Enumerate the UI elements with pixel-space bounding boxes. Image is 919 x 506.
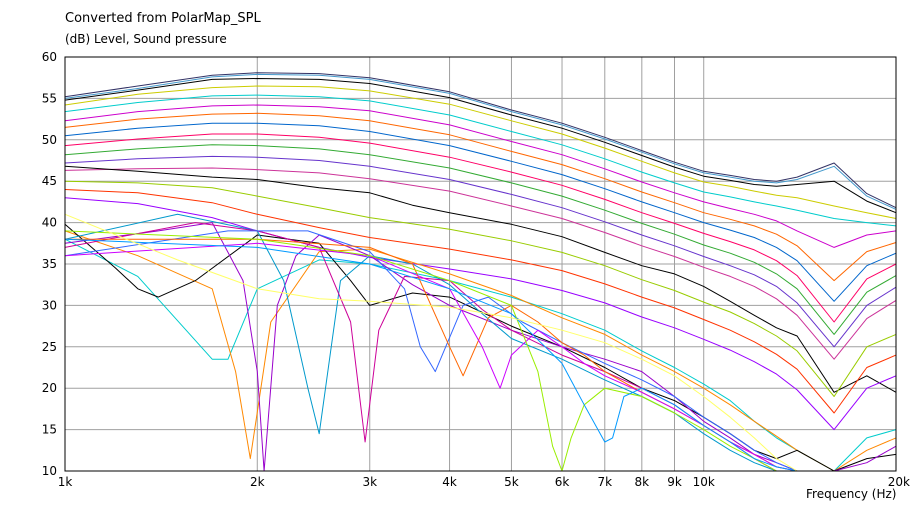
series-line-3 xyxy=(64,78,897,214)
series-line-18 xyxy=(64,230,897,472)
y-tick-label: 15 xyxy=(42,423,57,437)
plot-border xyxy=(64,56,897,472)
y-tick-label: 60 xyxy=(42,50,57,64)
series-line-15 xyxy=(64,189,897,414)
series-line-19 xyxy=(64,223,897,472)
series-line-5 xyxy=(64,94,897,227)
y-tick-label: 50 xyxy=(42,133,57,147)
y-tick-label: 25 xyxy=(42,340,57,354)
x-tick-label: 20k xyxy=(888,475,910,489)
x-tick-label: 2k xyxy=(250,475,265,489)
series-line-7 xyxy=(64,112,897,282)
x-axis-label: Frequency (Hz) xyxy=(806,487,897,501)
y-tick-label: 10 xyxy=(42,464,57,478)
y-axis-label: (dB) Level, Sound pressure xyxy=(65,32,227,46)
series-line-4 xyxy=(64,85,897,219)
series-line-9 xyxy=(64,133,897,323)
series-line-6 xyxy=(64,104,897,248)
series-line-1 xyxy=(64,72,897,209)
chart-title: Converted from PolarMap_SPL xyxy=(65,11,261,26)
x-tick-label: 6k xyxy=(555,475,570,489)
series-line-13 xyxy=(64,165,897,393)
x-tick-label: 4k xyxy=(442,475,457,489)
x-tick-label: 1k xyxy=(58,475,73,489)
y-tick-label: 45 xyxy=(42,174,57,188)
series-line-27 xyxy=(64,238,896,472)
series-line-23 xyxy=(64,230,896,472)
tick-labels: 10 15 20 25 30 35 40 45 50 55 60 1k 2k 3k 4k 5k 6k 7k 8k 9k… xyxy=(42,50,910,489)
series-group xyxy=(64,72,897,472)
series-line-12 xyxy=(64,167,897,360)
series-line-11 xyxy=(64,155,897,348)
y-tick-label: 55 xyxy=(42,91,57,105)
series-line-14 xyxy=(64,180,897,397)
y-tick-label: 30 xyxy=(42,298,57,312)
series-line-2 xyxy=(64,73,897,210)
y-tick-label: 20 xyxy=(42,381,57,395)
y-tick-label: 40 xyxy=(42,216,57,230)
x-tick-label: 5k xyxy=(504,475,519,489)
x-tick-label: 9k xyxy=(667,475,682,489)
y-tick-label: 35 xyxy=(42,257,57,271)
x-tick-label: 7k xyxy=(597,475,612,489)
series-line-8 xyxy=(64,122,897,302)
x-tick-label: 8k xyxy=(635,475,650,489)
x-tick-label: 10k xyxy=(693,475,715,489)
x-tick-label: 3k xyxy=(362,475,377,489)
series-line-10 xyxy=(64,144,897,335)
